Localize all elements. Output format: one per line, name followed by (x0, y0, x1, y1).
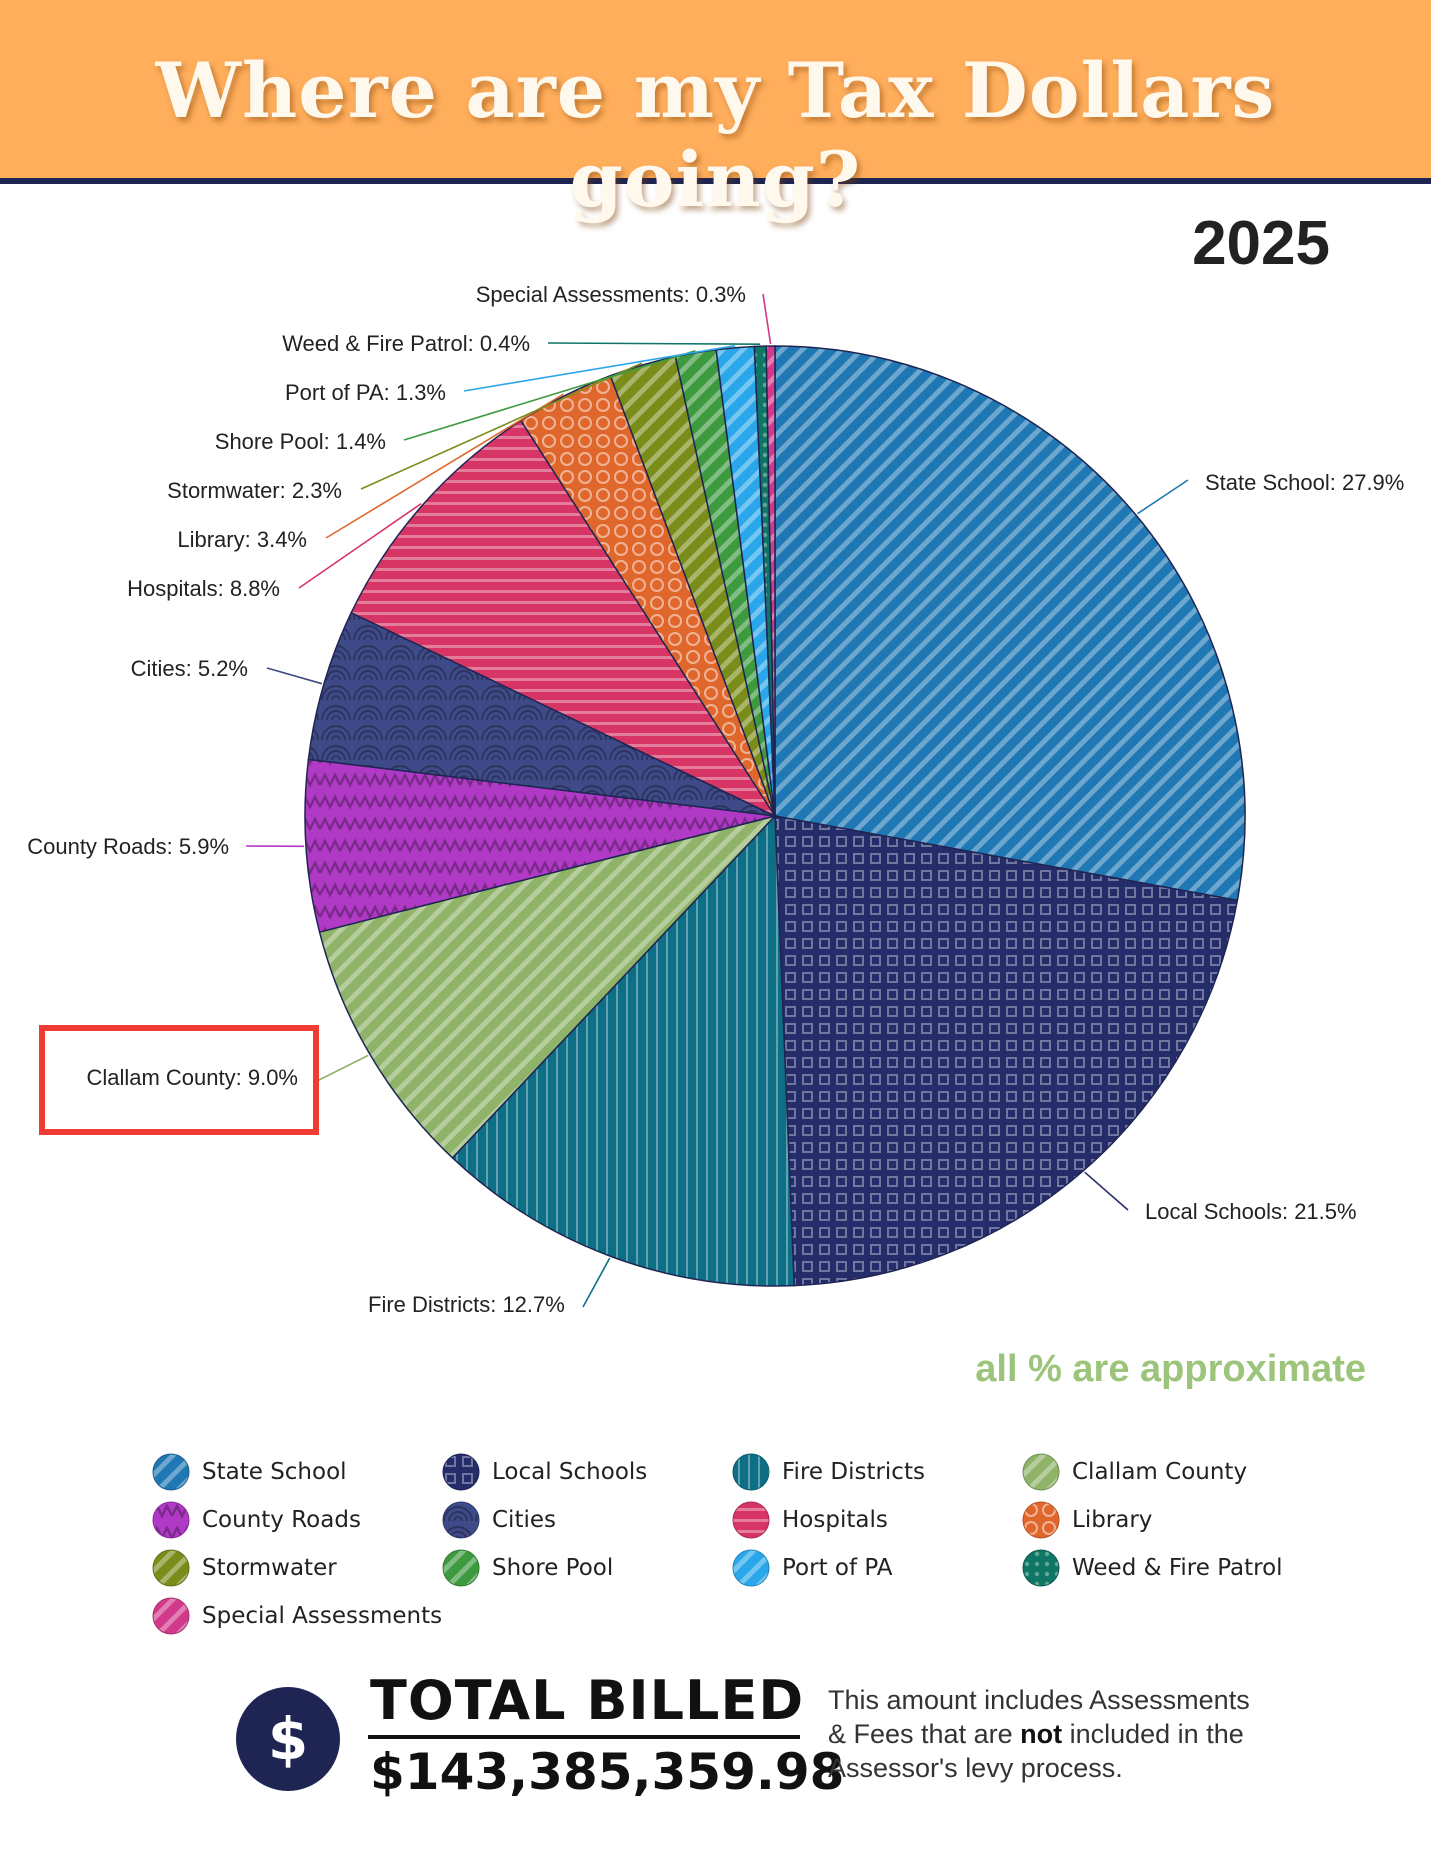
data-label-special-assessments: Special Assessments: 0.3% (476, 282, 746, 307)
legend-item-port-of-pa: Port of PA (732, 1548, 893, 1588)
highlight-box-clallam-county (39, 1025, 319, 1135)
pie-slice-local-schools (774, 815, 1239, 1287)
total-note-part2: included in the Assessor's levy process. (828, 1719, 1244, 1783)
page-title: Where are my Tax Dollars going? (155, 46, 1276, 224)
legend-swatch-weed-fire-patrol (1022, 1549, 1060, 1587)
legend-swatch-hospitals (732, 1501, 770, 1539)
legend-item-hospitals: Hospitals (732, 1500, 888, 1540)
legend-label-hospitals: Hospitals (782, 1507, 888, 1533)
legend-label-stormwater: Stormwater (202, 1555, 337, 1581)
total-billed-section: $ TOTAL BILLED $143,385,359.98 This amou… (0, 1665, 1431, 1835)
leader-line-special-assessments (762, 293, 772, 345)
legend-swatch-fire-districts (732, 1453, 770, 1491)
legend-swatch-cities (442, 1501, 480, 1539)
leader-line-local-schools (1084, 1171, 1129, 1211)
pie-slice-special-assessments (765, 345, 776, 817)
legend-swatch-port-of-pa (732, 1549, 770, 1587)
pie-slice-cities (307, 611, 776, 817)
legend-label-state-school: State School (202, 1459, 347, 1485)
leader-line-clallam-county (314, 1054, 369, 1083)
legend-item-special-assessments: Special Assessments (152, 1596, 442, 1636)
legend-label-shore-pool: Shore Pool (492, 1555, 614, 1581)
data-label-state-school: State School: 27.9% (1205, 470, 1404, 495)
pie-slice-state-school (774, 345, 1246, 902)
data-label-local-schools: Local Schools: 21.5% (1145, 1199, 1357, 1224)
legend-label-special-assessments: Special Assessments (202, 1603, 443, 1629)
leader-line-weed-fire-patrol (547, 342, 761, 345)
pie-slice-clallam-county (318, 814, 778, 1159)
leader-line-state-school (1137, 479, 1189, 515)
legend-item-county-roads: County Roads (152, 1500, 361, 1540)
leader-line-fire-districts (582, 1257, 611, 1308)
data-label-port-of-pa: Port of PA: 1.3% (285, 380, 446, 405)
data-label-county-roads: County Roads: 5.9% (27, 834, 229, 859)
total-note-bold: not (1020, 1719, 1063, 1749)
data-label-fire-districts: Fire Districts: 12.7% (368, 1292, 565, 1317)
legend-swatch-shore-pool (442, 1549, 480, 1587)
data-label-shore-pool: Shore Pool: 1.4% (215, 429, 386, 454)
leader-line-library (325, 393, 565, 539)
legend-item-cities: Cities (442, 1500, 556, 1540)
legend-swatch-state-school (152, 1453, 190, 1491)
legend-label-local-schools: Local Schools (492, 1459, 648, 1485)
legend-swatch-library (1022, 1501, 1060, 1539)
total-billed-label: TOTAL BILLED (370, 1669, 805, 1732)
data-label-weed-fire-patrol: Weed & Fire Patrol: 0.4% (282, 331, 530, 356)
legend-label-library: Library (1072, 1507, 1153, 1533)
legend-swatch-clallam-county (1022, 1453, 1060, 1491)
dollar-sign-icon: $ (236, 1687, 340, 1791)
leader-line-hospitals (298, 502, 422, 589)
legend-item-stormwater: Stormwater (152, 1548, 337, 1588)
leader-line-port-of-pa (463, 344, 736, 392)
total-note: This amount includes Assessments & Fees … (828, 1683, 1268, 1785)
pie-slice-hospitals (350, 419, 778, 818)
year-label: 2025 (1192, 209, 1330, 278)
legend-label-port-of-pa: Port of PA (782, 1555, 893, 1581)
data-label-cities: Cities: 5.2% (131, 656, 248, 681)
data-label-hospitals: Hospitals: 8.8% (127, 576, 280, 601)
leader-line-shore-pool (403, 350, 696, 441)
legend-item-state-school: State School (152, 1452, 347, 1492)
legend-swatch-stormwater (152, 1549, 190, 1587)
legend-label-weed-fire-patrol: Weed & Fire Patrol (1072, 1555, 1283, 1581)
legend-label-fire-districts: Fire Districts (782, 1459, 925, 1485)
legend-label-cities: Cities (492, 1507, 556, 1533)
legend-item-library: Library (1022, 1500, 1152, 1540)
pie-slice-fire-districts (451, 814, 795, 1287)
legend-item-clallam-county: Clallam County (1022, 1452, 1247, 1492)
legend-label-county-roads: County Roads (202, 1507, 361, 1533)
legend-swatch-special-assessments (152, 1597, 190, 1635)
legend-swatch-county-roads (152, 1501, 190, 1539)
total-divider (368, 1735, 800, 1739)
total-note-part1: This amount includes Assessments & Fees … (828, 1685, 1250, 1749)
data-label-library: Library: 3.4% (177, 527, 307, 552)
legend-swatch-local-schools (442, 1453, 480, 1491)
total-billed-amount: $143,385,359.98 (370, 1743, 845, 1801)
legend-label-clallam-county: Clallam County (1072, 1459, 1248, 1485)
leader-line-stormwater (360, 362, 643, 490)
legend-item-weed-fire-patrol: Weed & Fire Patrol (1022, 1548, 1283, 1588)
pie-slice-county-roads (304, 758, 776, 933)
data-label-stormwater: Stormwater: 2.3% (167, 478, 342, 503)
legend-item-shore-pool: Shore Pool (442, 1548, 613, 1588)
data-label-clallam-county: Clallam County: 9.0% (86, 1065, 298, 1090)
header-banner: Where are my Tax Dollars going? (0, 0, 1431, 224)
legend-item-fire-districts: Fire Districts (732, 1452, 925, 1492)
approximate-note: all % are approximate (975, 1348, 1366, 1390)
legend-item-local-schools: Local Schools (442, 1452, 647, 1492)
leader-line-cities (266, 667, 323, 685)
